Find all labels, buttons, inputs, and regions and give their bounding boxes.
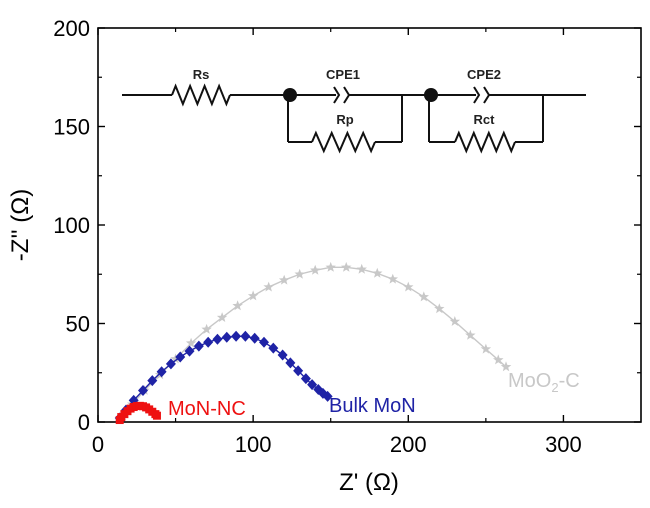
y-tick-label: 100 [53, 213, 90, 238]
data-point [147, 375, 158, 387]
data-point [307, 379, 318, 391]
data-point [493, 354, 504, 365]
data-point [293, 365, 304, 377]
data-point [259, 336, 270, 348]
series-2 [117, 261, 512, 421]
data-point [285, 357, 296, 369]
data-point [480, 343, 492, 354]
circuit-label-cpe1: CPE1 [326, 67, 360, 82]
data-point [212, 333, 223, 345]
cpe2-symbol [473, 86, 481, 104]
cpe1-symbol [333, 86, 341, 104]
circuit-label-cpe2: CPE2 [467, 67, 501, 82]
data-point [268, 342, 279, 354]
series-0 [115, 401, 161, 425]
series-label-name: MoN-NC [168, 398, 246, 420]
data-point [231, 330, 242, 342]
data-point [356, 263, 367, 274]
x-tick-label: 0 [92, 432, 104, 457]
data-point [325, 261, 336, 272]
data-point [152, 411, 161, 420]
data-point [500, 361, 512, 372]
x-tick-label: 300 [545, 432, 582, 457]
data-point [201, 323, 212, 334]
data-point [310, 264, 321, 275]
y-tick-label: 150 [53, 115, 90, 140]
data-point [203, 336, 214, 348]
data-point [165, 358, 176, 370]
y-axis-title: -Z'' (Ω) [7, 189, 34, 261]
series-1 [114, 330, 333, 424]
series-label-0: MoN-NC [168, 398, 246, 420]
cpe1-symbol [343, 86, 351, 104]
plot-frame [97, 27, 642, 423]
data-point [170, 353, 181, 364]
data-point [185, 337, 197, 348]
data-point [247, 290, 259, 301]
data-point [294, 268, 305, 279]
data-point [137, 384, 148, 396]
data-point [322, 390, 333, 402]
data-point [300, 373, 311, 385]
cpe2-symbol [483, 86, 491, 104]
series-label-2: MoO2-C [508, 370, 580, 395]
series-line [122, 266, 507, 417]
circuit-label-rp: Rp [336, 112, 353, 127]
data-point [193, 340, 204, 352]
resistor-rs [171, 83, 231, 107]
equivalent-circuit-inset: Rs CPE1 Rp CPE2 Rct [122, 67, 586, 154]
data-point [175, 351, 186, 363]
circuit-label-rs: Rs [193, 67, 210, 82]
series-layer [114, 261, 512, 425]
y-tick-label: 0 [78, 410, 90, 435]
data-point [156, 366, 167, 378]
data-point [372, 267, 383, 278]
x-tick-label: 100 [235, 432, 272, 457]
series-label-suffix: -C [559, 370, 580, 392]
series-label-subscript: 2 [551, 380, 558, 395]
x-tick-label: 200 [390, 432, 427, 457]
data-point [465, 329, 476, 340]
data-point [221, 331, 232, 343]
series-label-1: Bulk MoN [329, 395, 416, 417]
resistor-rct [454, 130, 516, 154]
data-point [263, 281, 274, 292]
circuit-label-rct: Rct [474, 112, 496, 127]
data-point [387, 273, 398, 284]
y-tick-label: 200 [53, 16, 90, 41]
data-point [418, 291, 429, 302]
series-label-name: MoO [508, 370, 551, 392]
data-point [403, 281, 414, 292]
data-point [434, 303, 445, 314]
data-point [240, 330, 251, 342]
data-point [341, 261, 352, 272]
data-point [449, 316, 461, 326]
resistor-rp [311, 130, 376, 154]
y-tick-label: 50 [66, 312, 90, 337]
axis-ticks: 0 100 200 300 0 50 100 150 200 [53, 16, 641, 457]
data-point [249, 332, 260, 344]
data-point [184, 345, 195, 357]
x-axis-title: Z' (Ω) [339, 469, 399, 496]
series-labels: MoN-NC Bulk MoN MoO2-C [168, 370, 580, 420]
data-point [216, 312, 228, 322]
data-point [278, 274, 290, 285]
series-label-name: Bulk MoN [329, 395, 416, 417]
data-point [277, 349, 288, 361]
data-point [232, 300, 243, 311]
